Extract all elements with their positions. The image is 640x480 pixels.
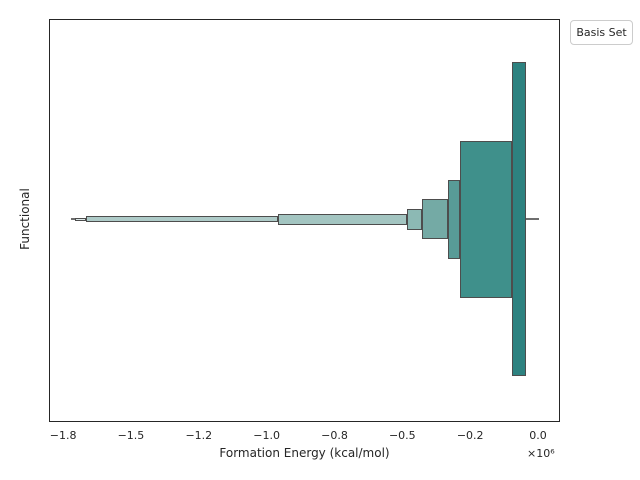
axis-offset-text: ×10⁶ bbox=[527, 447, 555, 460]
x-tick-label: −0.8 bbox=[321, 429, 348, 442]
whisker bbox=[70, 218, 77, 220]
x-axis-label: Formation Energy (kcal/mol) bbox=[219, 446, 390, 460]
boxen-letter-value-box bbox=[447, 179, 461, 259]
boxen-letter-value-box bbox=[511, 62, 527, 376]
y-axis-label: Functional bbox=[18, 188, 32, 250]
boxen-letter-value-box bbox=[460, 140, 512, 298]
x-tick-label: −1.5 bbox=[117, 429, 145, 442]
boxen-letter-value-box bbox=[86, 216, 279, 222]
x-tick-label: −0.5 bbox=[388, 429, 416, 442]
x-tick-label: −0.2 bbox=[456, 429, 484, 442]
x-tick-label: −1.8 bbox=[49, 429, 77, 442]
boxen-letter-value-box bbox=[422, 199, 448, 239]
boxen-letter-value-box bbox=[75, 217, 87, 221]
plot-area bbox=[49, 19, 560, 422]
x-tick-label: 0.0 bbox=[529, 429, 547, 442]
boxen-letter-value-box bbox=[406, 208, 423, 230]
x-tick-label: −1.2 bbox=[185, 429, 213, 442]
boxen-letter-value-box bbox=[278, 213, 407, 225]
legend-title: Basis Set bbox=[576, 26, 627, 39]
whisker bbox=[526, 218, 539, 220]
x-tick-label: −1.0 bbox=[253, 429, 280, 442]
legend: Basis Set bbox=[570, 20, 633, 45]
